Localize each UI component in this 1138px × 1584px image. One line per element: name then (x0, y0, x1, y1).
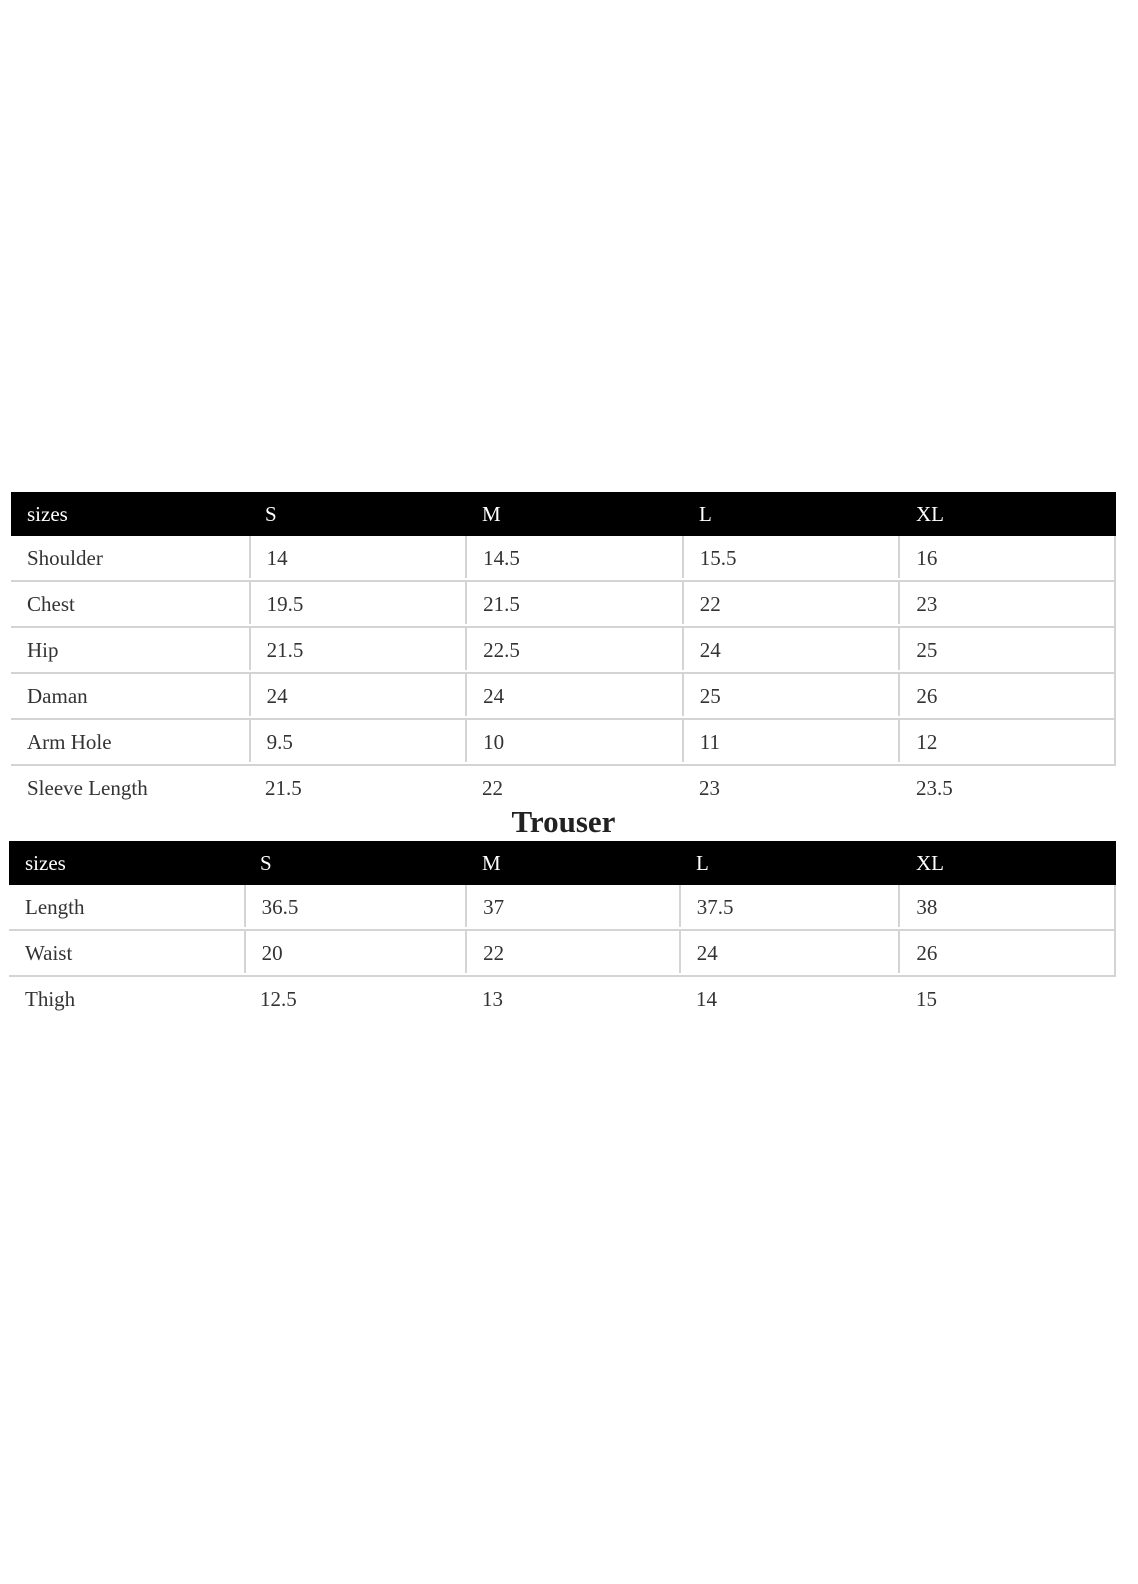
size-value: 38 (898, 885, 1114, 927)
table-row: Length 36.5 37 37.5 38 (9, 885, 1116, 931)
table-row: Shoulder 14 14.5 15.5 16 (11, 536, 1116, 582)
size-value: 14 (248, 536, 466, 578)
size-value: 23 (898, 582, 1114, 624)
size-value: 14.5 (465, 536, 682, 578)
size-value: 15 (916, 987, 937, 1011)
size-value: 12 (898, 720, 1114, 762)
header-cell: S (265, 502, 277, 526)
table-row: Waist 20 22 24 26 (9, 931, 1116, 977)
trouser-size-table: sizes S M L XL Length 36.5 37 37.5 38 Waist 20 22 24 2… (9, 841, 1116, 1021)
size-value: 9.5 (248, 720, 466, 762)
size-value: 14 (696, 987, 717, 1011)
size-value: 25 (898, 628, 1114, 670)
size-value: 22 (482, 776, 503, 800)
table-row: Daman 24 24 25 26 (11, 674, 1116, 720)
size-value: 24 (678, 931, 899, 973)
table-row: Chest 19.5 21.5 22 23 (11, 582, 1116, 628)
size-value: 25 (681, 674, 899, 716)
size-value: 10 (465, 720, 682, 762)
header-cell: XL (916, 502, 944, 526)
header-cell: sizes (25, 851, 66, 875)
measurement-label: Hip (27, 638, 59, 662)
header-row: sizes S M L XL (9, 841, 1116, 885)
size-value: 12.5 (260, 987, 297, 1011)
size-value: 24 (248, 674, 466, 716)
measurement-label: Thigh (25, 987, 76, 1011)
measurement-label: Chest (27, 592, 75, 616)
size-value: 11 (681, 720, 899, 762)
measurement-label: Shoulder (27, 546, 103, 570)
size-value: 13 (482, 987, 503, 1011)
header-cell: S (260, 851, 272, 875)
header-cell: XL (916, 851, 944, 875)
table-row: Hip 21.5 22.5 24 25 (11, 628, 1116, 674)
size-value: 16 (898, 536, 1114, 578)
size-value: 22 (465, 931, 679, 973)
size-value: 22 (681, 582, 899, 624)
size-value: 19.5 (248, 582, 466, 624)
size-value: 23 (699, 776, 720, 800)
size-value: 21.5 (248, 628, 466, 670)
header-row: sizes S M L XL (11, 492, 1116, 536)
size-value: 37.5 (678, 885, 899, 927)
size-value: 26 (898, 674, 1114, 716)
size-value: 20 (243, 931, 466, 973)
size-value: 36.5 (243, 885, 466, 927)
trouser-section-title: Trouser (511, 804, 616, 839)
measurement-label: Arm Hole (27, 730, 112, 754)
size-value: 24 (681, 628, 899, 670)
measurement-label: Sleeve Length (27, 776, 148, 800)
table-row: Thigh 12.5 13 14 15 (9, 977, 1116, 1021)
measurement-label: Daman (27, 684, 88, 708)
size-value: 37 (465, 885, 679, 927)
size-value: 23.5 (916, 776, 953, 800)
measurement-label: Waist (25, 941, 73, 965)
header-cell: M (482, 851, 501, 875)
kurta-size-table: sizes S M L XL Shoulder 14 14.5 15.5 16 Chest 19.5 2… (11, 492, 1116, 810)
size-value: 21.5 (465, 582, 682, 624)
size-value: 21.5 (265, 776, 302, 800)
header-cell: M (482, 502, 501, 526)
header-cell: sizes (27, 502, 68, 526)
size-value: 26 (898, 931, 1114, 973)
table-row: Arm Hole 9.5 10 11 12 (11, 720, 1116, 766)
size-value: 15.5 (681, 536, 899, 578)
table-row: Sleeve Length 21.5 22 23 23.5 (11, 766, 1116, 810)
header-cell: L (699, 502, 712, 526)
header-cell: L (696, 851, 709, 875)
measurement-label: Length (25, 895, 85, 919)
size-value: 24 (465, 674, 682, 716)
size-value: 22.5 (465, 628, 682, 670)
